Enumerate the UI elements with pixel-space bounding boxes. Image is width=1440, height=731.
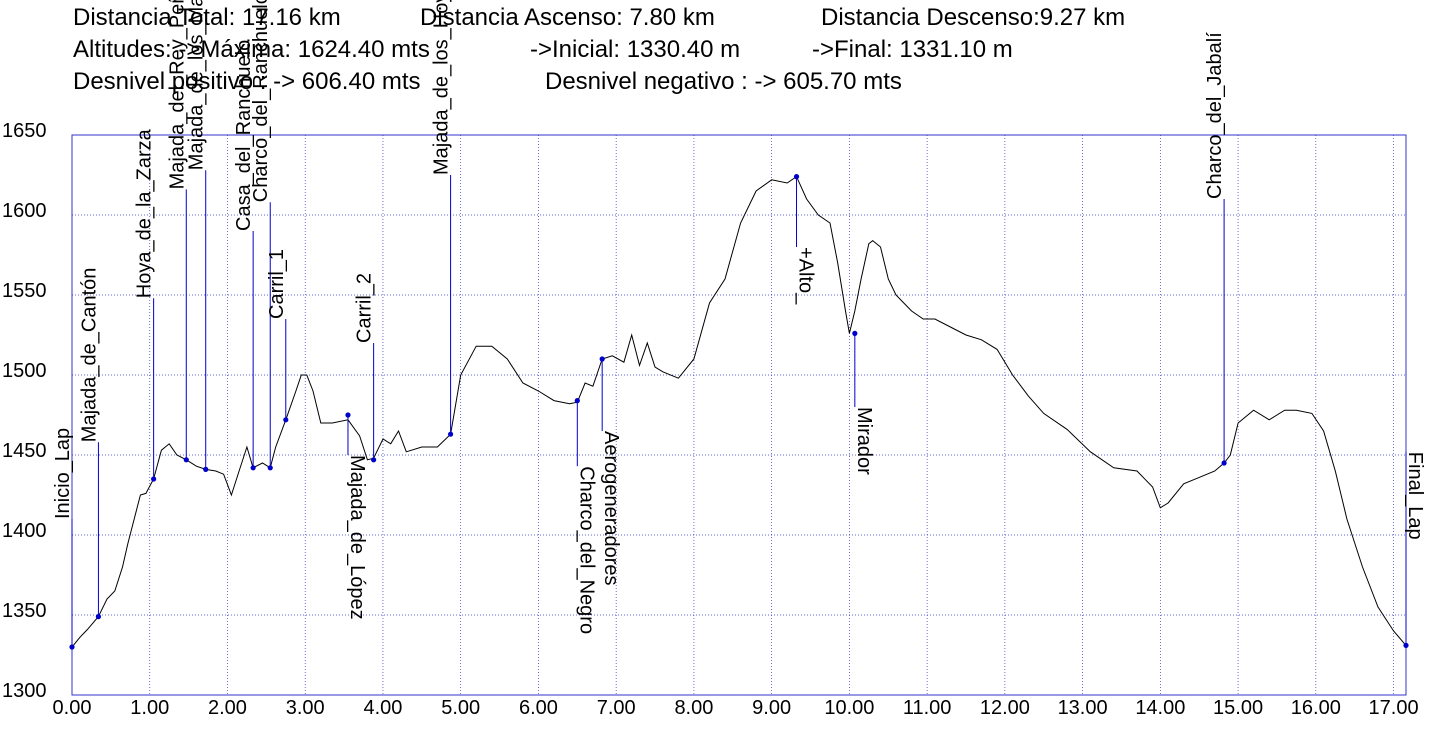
route-summary: Distancia Total: 17.16 km Distancia Ascen… xyxy=(73,2,1125,98)
altitude-row: Altitudes: ->Máxima: 1624.40 mts ->Inicia… xyxy=(73,34,1125,66)
ascent-distance: Distancia Ascenso: 7.80 km xyxy=(420,4,715,31)
y-tick-label: 1550 xyxy=(2,280,47,302)
waypoint-dot xyxy=(267,465,273,471)
descent-distance: Distancia Descenso:9.27 km xyxy=(821,4,1126,31)
waypoint-dot xyxy=(203,466,209,472)
x-tick-label: 11.00 xyxy=(903,697,952,719)
waypoint-dot xyxy=(95,614,102,620)
y-tick-label: 1450 xyxy=(2,440,47,462)
waypoint-dot xyxy=(371,457,377,463)
x-tick-label: 16.00 xyxy=(1291,697,1341,719)
waypoint-label: +Alto_ xyxy=(795,247,817,305)
waypoint-label: Charco_del_Negro xyxy=(575,466,597,634)
waypoint-label: Hoya_de_la_Zarza xyxy=(134,128,156,298)
x-tick-label: 9.00 xyxy=(752,697,791,719)
waypoint-label: Majada_de_los_Marmolillos xyxy=(186,0,208,170)
waypoint-dot xyxy=(852,330,858,336)
elevation-loss: Desnivel negativo : -> 605.70 mts xyxy=(545,68,902,95)
waypoint-label: Carril_1 xyxy=(266,249,288,319)
waypoint-dot xyxy=(345,412,351,418)
waypoint-dot xyxy=(283,417,289,423)
waypoint-label: Charco_del_Jabalí xyxy=(1204,32,1226,199)
x-tick-label: 15.00 xyxy=(1213,697,1263,719)
x-tick-label: 2.00 xyxy=(208,697,247,719)
y-tick-label: 1600 xyxy=(2,200,47,222)
x-tick-label: 5.00 xyxy=(441,697,480,719)
waypoint-label: Majada_de_los_Hoyos_de_Pío xyxy=(431,0,453,175)
x-tick-label: 8.00 xyxy=(674,697,713,719)
waypoint-dot xyxy=(793,174,800,180)
waypoint-label: Charco_del_Ranchuelo xyxy=(250,0,272,202)
waypoint-dot xyxy=(183,457,189,463)
x-tick-label: 7.00 xyxy=(597,697,636,719)
altitude-initial: ->Inicial: 1330.40 m xyxy=(530,36,741,63)
plot-frame xyxy=(71,134,1407,696)
waypoint-label: Majada_del_Rey_Peñón xyxy=(166,0,188,189)
waypoint-label: Casa_del_Ranchuelo xyxy=(233,40,255,231)
y-tick-label: 1400 xyxy=(2,520,47,542)
x-tick-label: 0.00 xyxy=(53,697,92,719)
waypoint-label: Aerogeneradores xyxy=(600,431,622,586)
x-tick-label: 10.00 xyxy=(824,697,874,719)
waypoint-dot xyxy=(151,476,157,482)
waypoint-label: Final_Lap xyxy=(1404,452,1426,540)
x-tick-label: 12.00 xyxy=(980,697,1030,719)
waypoint-label: Mirador xyxy=(853,407,875,475)
waypoint-dot xyxy=(69,644,75,650)
waypoint-dot xyxy=(599,356,605,362)
elevation-gain: Desnivel positivo : -> 606.40 mts xyxy=(73,68,421,95)
x-tick-label: 17.00 xyxy=(1369,697,1419,719)
y-tick-label: 1350 xyxy=(2,600,47,622)
altitude-final: ->Final: 1331.10 m xyxy=(812,36,1013,63)
waypoint-dot xyxy=(1403,642,1409,649)
total-distance: Distancia Total: 17.16 km xyxy=(73,4,341,31)
y-tick-label: 1300 xyxy=(2,680,47,702)
elevation-line xyxy=(71,175,1407,648)
waypoint-label: Majada_de_Cantón xyxy=(78,268,100,443)
waypoint-label: Majada_de_López xyxy=(346,455,368,620)
waypoint-dot xyxy=(574,398,580,404)
x-tick-label: 4.00 xyxy=(363,697,402,719)
x-tick-label: 14.00 xyxy=(1135,697,1185,719)
x-tick-label: 13.00 xyxy=(1058,697,1108,719)
y-tick-label: 1500 xyxy=(2,360,47,382)
waypoint-label: Carril_2 xyxy=(354,273,376,343)
waypoint-dot xyxy=(250,465,256,471)
elevation-gain-row: Desnivel positivo : -> 606.40 mts Desnive… xyxy=(73,66,1125,98)
waypoint-dot xyxy=(1221,460,1227,466)
x-tick-label: 6.00 xyxy=(519,697,558,719)
y-tick-label: 1650 xyxy=(2,120,47,142)
waypoint-label: Inicio_Lap xyxy=(52,428,74,519)
x-tick-label: 3.00 xyxy=(286,697,325,719)
x-tick-label: 1.00 xyxy=(130,697,169,719)
distance-row: Distancia Total: 17.16 km Distancia Ascen… xyxy=(73,2,1125,34)
altitude-max: Altitudes: ->Máxima: 1624.40 mts xyxy=(73,36,430,63)
waypoint-dot xyxy=(447,431,454,437)
